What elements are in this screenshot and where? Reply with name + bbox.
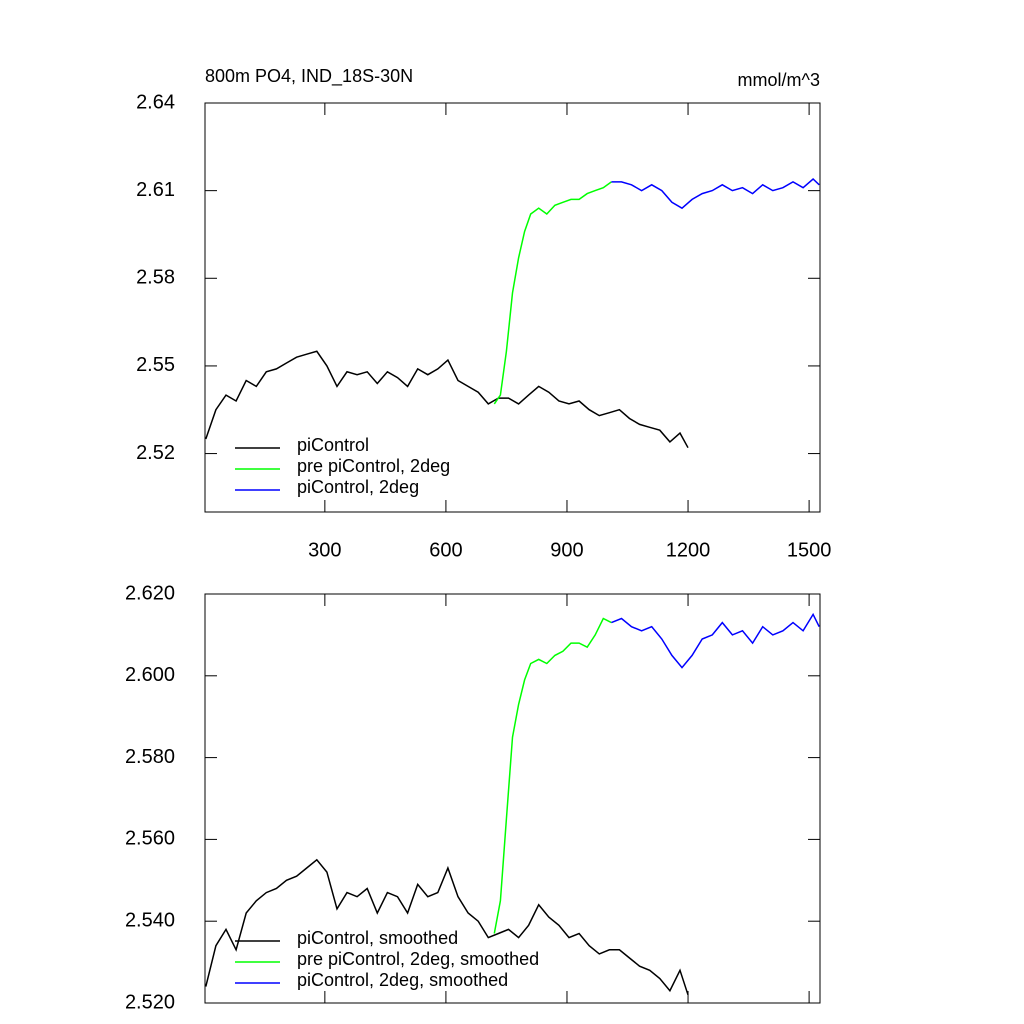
y-tick-label: 2.560 bbox=[125, 828, 175, 850]
x-tick-label: 1200 bbox=[666, 539, 711, 561]
series-line bbox=[493, 617, 612, 934]
series-line bbox=[205, 350, 689, 449]
plot-frame bbox=[204, 593, 821, 1004]
y-tick-label: 2.580 bbox=[125, 746, 175, 768]
series-line bbox=[611, 177, 820, 210]
legend-label: piControl, 2deg, smoothed bbox=[297, 970, 508, 990]
y-tick-label: 2.55 bbox=[136, 354, 175, 376]
legend-label: piControl bbox=[297, 435, 369, 455]
y-tick-label: 2.600 bbox=[125, 664, 175, 686]
legend-label: pre piControl, 2deg, smoothed bbox=[297, 949, 539, 969]
y-tick-label: 2.52 bbox=[136, 442, 175, 464]
x-tick-label: 1500 bbox=[787, 539, 832, 561]
legend-label: piControl, smoothed bbox=[297, 928, 458, 948]
series-line bbox=[611, 612, 820, 669]
y-tick-label: 2.540 bbox=[125, 909, 175, 931]
y-tick-label: 2.64 bbox=[136, 91, 175, 113]
series-line bbox=[205, 858, 689, 996]
series-line bbox=[493, 181, 612, 405]
units-label: mmol/m^3 bbox=[738, 70, 820, 90]
chart-title: 800m PO4, IND_18S-30N bbox=[205, 66, 413, 87]
plot-frame bbox=[204, 102, 821, 513]
y-tick-label: 2.520 bbox=[125, 991, 175, 1013]
y-tick-label: 2.620 bbox=[125, 582, 175, 604]
legend-label: pre piControl, 2deg bbox=[297, 456, 450, 476]
x-tick-label: 600 bbox=[429, 539, 462, 561]
legend-label: piControl, 2deg bbox=[297, 477, 419, 497]
x-tick-label: 900 bbox=[550, 539, 583, 561]
y-tick-label: 2.58 bbox=[136, 267, 175, 289]
y-tick-label: 2.61 bbox=[136, 179, 175, 201]
x-tick-label: 300 bbox=[308, 539, 341, 561]
